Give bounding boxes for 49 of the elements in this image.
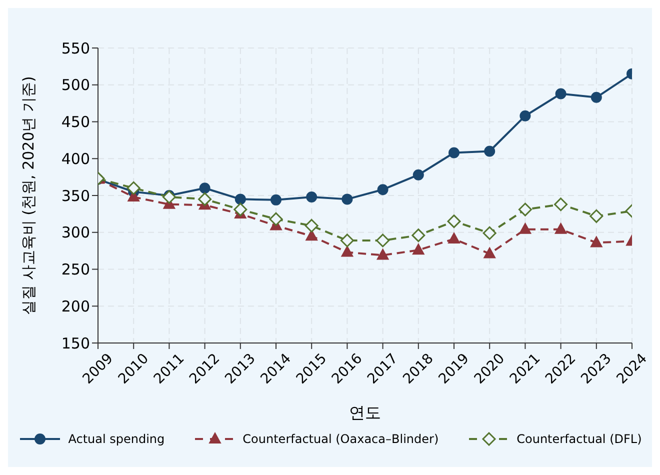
point <box>482 226 496 240</box>
point <box>340 234 354 248</box>
point <box>126 181 140 195</box>
y-tick-label: 200 <box>61 297 90 316</box>
point <box>198 192 212 206</box>
point <box>484 247 496 258</box>
point <box>448 232 460 244</box>
y-tick-label: 400 <box>61 150 90 168</box>
point <box>377 184 388 196</box>
y-tick-label: 150 <box>61 334 90 352</box>
point <box>234 194 246 205</box>
point <box>447 214 461 228</box>
point <box>269 212 283 226</box>
point <box>520 110 531 122</box>
y-tick-label: 550 <box>61 39 90 58</box>
y-tick-label: 250 <box>61 260 90 279</box>
legend-label: Counterfactual (Oaxaca–Blinder) <box>242 432 439 446</box>
legend-label: Counterfactual (DFL) <box>516 432 642 446</box>
y-tick-label: 500 <box>61 76 90 94</box>
point <box>306 191 318 202</box>
point <box>412 169 424 180</box>
point <box>304 218 318 232</box>
point <box>554 198 568 212</box>
point <box>342 194 353 205</box>
point <box>412 228 426 242</box>
point <box>412 244 424 255</box>
x-axis-title: 연도 <box>349 403 381 422</box>
point <box>518 202 532 216</box>
point <box>234 202 248 216</box>
y-tick-label: 300 <box>61 224 90 242</box>
point <box>199 182 210 194</box>
y-tick-label: 450 <box>61 113 90 132</box>
point <box>376 248 389 260</box>
point <box>590 209 604 223</box>
y-tick-label: 350 <box>61 186 90 205</box>
point <box>484 146 496 157</box>
point <box>555 88 566 100</box>
point <box>448 147 460 158</box>
point <box>554 222 567 234</box>
y-axis-title: 실질 사교육비 (천원, 2020년 기준) <box>19 76 38 315</box>
point <box>376 234 390 248</box>
point <box>590 92 602 103</box>
point <box>306 230 318 241</box>
point <box>519 222 532 234</box>
point <box>590 236 602 248</box>
point <box>341 246 354 257</box>
legend-label: Actual spending <box>68 432 165 446</box>
point <box>270 194 282 206</box>
point <box>162 190 176 204</box>
